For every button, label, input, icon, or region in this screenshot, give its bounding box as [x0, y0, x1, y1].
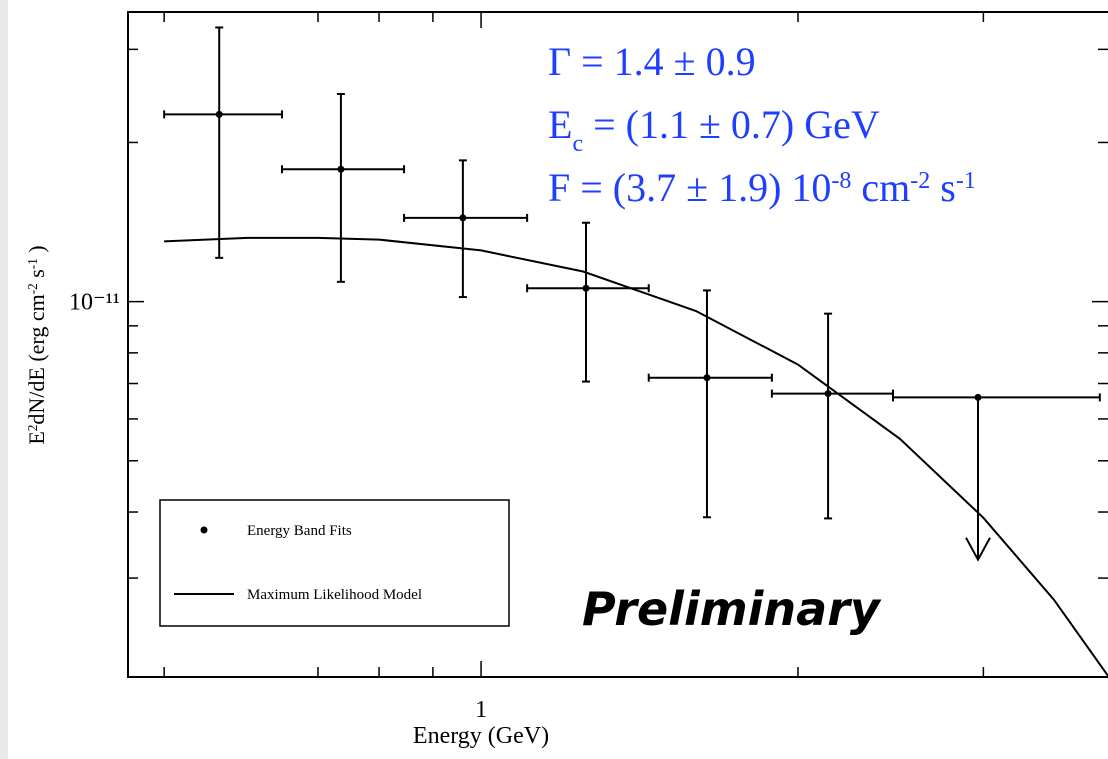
annotation-run: -2: [910, 168, 930, 194]
annotation-run: -1: [956, 168, 976, 194]
data-point: [582, 284, 590, 292]
data-point: [974, 393, 982, 401]
x-axis-label: Energy (GeV): [413, 723, 549, 749]
legend-marker: [200, 526, 208, 534]
y-axis-label-run: E: [24, 431, 49, 444]
y-axis-label-run: s: [24, 269, 49, 283]
annotation-run: -8: [831, 168, 851, 194]
plot-frame: [127, 11, 1108, 678]
data-point: [215, 110, 223, 118]
data-point: [703, 374, 711, 382]
arrow-head: [965, 537, 991, 562]
side-strip: [0, 0, 8, 759]
model-line: [164, 236, 1108, 677]
annotation: Ec = (1.1 ± 0.7) GeV: [548, 102, 880, 157]
legend-box: [159, 499, 510, 627]
y-axis-label-run: -1: [25, 258, 40, 269]
y-axis-label-run: dN/dE (erg cm: [24, 294, 49, 424]
x-tick-label: 1: [475, 697, 487, 723]
watermark: Preliminary: [582, 582, 882, 636]
data-point: [459, 214, 467, 222]
y-tick-label: 10⁻¹¹: [69, 290, 120, 316]
annotation-run: E: [548, 102, 572, 147]
annotation-run: F = (3.7 ± 1.9) 10: [548, 165, 831, 210]
annotation: F = (3.7 ± 1.9) 10-8 cm-2 s-1: [548, 165, 976, 210]
annotation-run: c: [572, 131, 583, 157]
annotation-run: cm: [851, 165, 910, 210]
annotation: Γ = 1.4 ± 0.9: [548, 39, 756, 84]
y-axis-label-run: ): [24, 245, 49, 258]
annotation-run: = (1.1 ± 0.7) GeV: [583, 102, 880, 147]
data-point: [337, 165, 345, 173]
legend-label: Maximum Likelihood Model: [247, 587, 422, 603]
y-axis-label: E2dN/dE (erg cm-2 s-1 ): [24, 245, 49, 444]
data-point: [824, 390, 832, 398]
y-axis-label-run: -2: [25, 283, 40, 294]
legend-label: Energy Band Fits: [247, 523, 352, 539]
annotation-run: Γ = 1.4 ± 0.9: [548, 39, 756, 84]
annotation-run: s: [930, 165, 956, 210]
y-axis-label-run: 2: [25, 425, 40, 432]
